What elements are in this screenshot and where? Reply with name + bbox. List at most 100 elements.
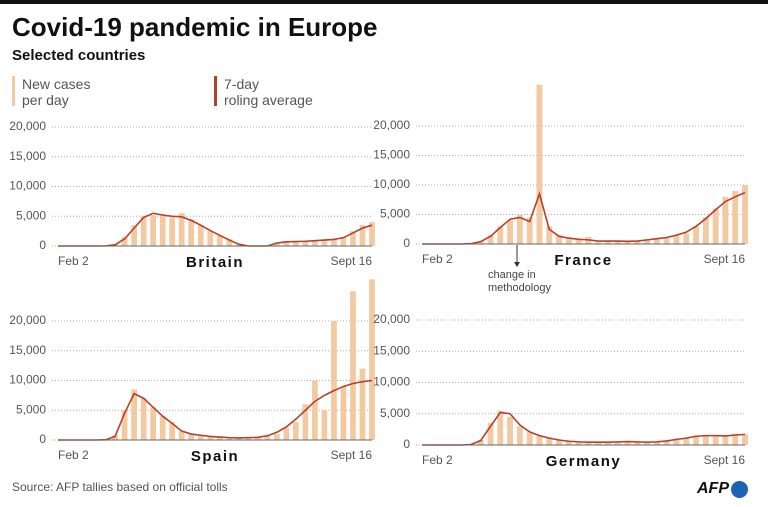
bar	[653, 239, 660, 244]
bar	[235, 438, 242, 440]
bar	[283, 241, 290, 246]
y-tick-label: 5,000	[16, 402, 46, 416]
logo: AFP	[697, 480, 729, 497]
bar	[653, 441, 660, 445]
bar	[178, 213, 185, 246]
bar	[188, 434, 195, 440]
y-tick-label: 0	[39, 432, 46, 446]
bar	[302, 404, 309, 440]
y-tick-label: 10,000	[373, 177, 410, 191]
y-tick-label: 0	[39, 238, 46, 252]
panel-title: Britain	[186, 254, 244, 271]
panel-title: France	[554, 252, 612, 269]
bar	[595, 242, 602, 244]
bar	[121, 410, 128, 440]
annotation: change in methodology	[488, 269, 551, 294]
y-tick-label: 15,000	[373, 343, 410, 357]
bar	[350, 231, 356, 246]
logo-dot	[731, 481, 748, 498]
bar	[226, 238, 233, 246]
bar	[712, 435, 719, 445]
bar	[556, 235, 562, 244]
y-tick-label: 10,000	[9, 373, 46, 387]
bar	[293, 422, 299, 440]
y-tick-label: 5,000	[16, 208, 46, 222]
bar	[663, 238, 670, 244]
x-tick-label: Feb 2	[422, 453, 453, 467]
y-tick-label: 20,000	[9, 313, 46, 327]
bar	[312, 380, 318, 440]
bar	[634, 441, 641, 445]
y-tick-label: 20,000	[373, 118, 410, 132]
subtitle: Selected countries	[12, 47, 146, 64]
y-tick-label: 15,000	[9, 149, 46, 163]
bar	[702, 435, 709, 445]
panel-title: Spain	[191, 448, 239, 465]
bar	[712, 208, 719, 244]
bar	[359, 225, 366, 246]
bar	[673, 235, 680, 244]
y-tick-label: 10,000	[9, 179, 46, 193]
x-tick-label: Sept 16	[704, 252, 746, 266]
bar	[369, 279, 375, 440]
bar	[331, 321, 337, 440]
bar	[722, 196, 729, 244]
bar	[321, 410, 328, 440]
bar	[732, 433, 739, 445]
bar	[273, 434, 280, 440]
bar	[283, 428, 290, 440]
bar	[169, 217, 176, 246]
bar	[112, 435, 118, 440]
bar	[226, 438, 233, 440]
bar	[245, 437, 252, 440]
panel-title: Germany	[546, 453, 622, 470]
bar	[235, 244, 242, 246]
bar	[321, 240, 328, 246]
bar	[216, 235, 223, 246]
bar	[663, 440, 670, 445]
bar	[216, 436, 223, 440]
bar	[359, 368, 366, 440]
source: Source: AFP tallies based on official to…	[12, 480, 228, 494]
bar	[159, 216, 166, 246]
bar	[140, 398, 147, 440]
bar	[516, 214, 523, 244]
y-tick-label: 5,000	[380, 207, 410, 221]
bar	[575, 239, 582, 244]
average-line	[58, 379, 373, 441]
legend-key	[12, 76, 15, 106]
bar	[340, 237, 347, 246]
x-tick-label: Feb 2	[58, 254, 89, 268]
bar	[331, 239, 337, 246]
bar	[575, 441, 582, 445]
bar	[614, 240, 621, 244]
bar	[131, 225, 137, 246]
y-tick-label: 10,000	[373, 375, 410, 389]
y-tick-label: 20,000	[373, 312, 410, 326]
bar	[605, 241, 611, 244]
bar	[312, 240, 318, 246]
bar	[683, 233, 690, 244]
bar	[477, 241, 484, 244]
bar	[702, 217, 709, 244]
bar	[614, 441, 621, 445]
bar	[302, 241, 309, 246]
bar	[634, 241, 641, 244]
bar	[585, 442, 592, 445]
bar	[350, 291, 356, 440]
bar	[159, 416, 166, 440]
bar	[595, 441, 602, 445]
bar	[369, 222, 375, 246]
bar	[536, 84, 543, 244]
bar	[536, 435, 543, 445]
y-tick-label: 0	[403, 236, 410, 250]
bar	[487, 235, 494, 244]
bar	[140, 216, 147, 246]
bar	[487, 423, 494, 445]
bar	[340, 386, 347, 440]
bar	[254, 437, 261, 440]
bar	[188, 219, 195, 246]
y-tick-label: 20,000	[9, 119, 46, 133]
